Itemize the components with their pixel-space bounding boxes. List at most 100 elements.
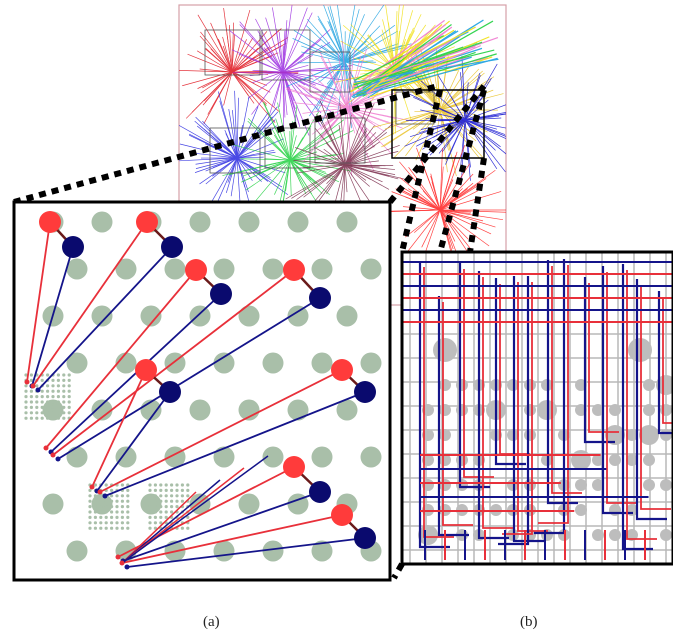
pin-dot: [46, 395, 50, 399]
pin-dot: [186, 483, 190, 487]
pin-dot: [148, 505, 152, 509]
pad: [238, 493, 260, 515]
red-wire: [121, 514, 343, 564]
pin-dot: [56, 405, 61, 409]
pin-dot: [99, 526, 103, 530]
red-terminal: [30, 383, 36, 389]
overview-cell-boxes: [204, 29, 435, 174]
fanout-wire: [381, 29, 396, 71]
via: [643, 479, 655, 491]
fanout-wire: [344, 164, 396, 175]
pad: [115, 446, 137, 468]
fan-wire: [121, 467, 245, 564]
fanout-wire: [222, 36, 233, 73]
fanout-wire: [273, 71, 284, 107]
pad: [43, 588, 64, 609]
pin-dot: [159, 494, 163, 498]
pin-dot: [126, 505, 130, 509]
streak-wire: [356, 45, 476, 85]
pin-dot: [148, 488, 152, 492]
pin-dot: [67, 405, 71, 409]
pin-dot: [46, 384, 50, 388]
pad: [287, 211, 309, 233]
blue-wire: [37, 246, 173, 391]
pad: [141, 588, 162, 609]
fanout-wire: [282, 71, 300, 125]
via: [660, 529, 672, 541]
fanout-wire: [337, 5, 346, 63]
fanout-wire: [274, 159, 291, 195]
panel-b-routes: [402, 252, 673, 564]
fanout-wire: [247, 120, 291, 161]
fanout-wire: [464, 119, 506, 140]
fanout-wire: [289, 159, 313, 195]
pin-dot: [67, 400, 71, 404]
pin-dot: [126, 488, 130, 492]
fanout-wire: [231, 55, 272, 73]
pin-dot: [67, 384, 71, 388]
pin-dot: [67, 389, 71, 393]
pad: [287, 399, 309, 421]
pin-dot: [159, 515, 163, 520]
pin-dot: [164, 505, 168, 509]
red-terminal: [115, 554, 121, 560]
connector-b-right: [467, 157, 487, 253]
pin-dot: [148, 499, 152, 503]
fanout-wire: [297, 61, 346, 64]
pin-dot: [46, 389, 50, 393]
pad: [311, 540, 333, 562]
pin-dot: [51, 384, 55, 388]
pin-dot: [40, 411, 44, 415]
fanout-wire: [236, 157, 253, 181]
pin-dot: [99, 494, 103, 498]
fanout-wire: [282, 71, 297, 123]
fanout-streaks: [350, 19, 499, 99]
pin-dot: [24, 400, 28, 404]
via: [643, 404, 655, 416]
pad: [262, 446, 284, 468]
pin-dot: [148, 494, 152, 498]
fanout-wire: [344, 40, 367, 63]
via: [609, 454, 621, 466]
red-terminal: [119, 560, 125, 566]
fanout-wire: [285, 164, 346, 200]
pin-dot: [51, 378, 55, 382]
pin-dot: [29, 416, 33, 420]
blue-pin: [62, 236, 84, 258]
fanout-wire: [383, 109, 441, 147]
fanout-wire: [344, 5, 385, 63]
pin-dot: [115, 526, 119, 530]
fanout-wire: [205, 157, 238, 185]
pad: [213, 540, 235, 562]
pad: [189, 399, 211, 421]
fanout-wire: [282, 71, 322, 114]
pin-dot: [153, 515, 157, 520]
pin-dot: [46, 416, 50, 420]
pin-dot: [67, 378, 71, 382]
blue-terminal: [35, 387, 41, 393]
fanout-wire: [439, 109, 481, 160]
fanout-wire: [263, 47, 284, 73]
pin-dot: [35, 411, 39, 415]
red-pin: [185, 259, 207, 281]
red-wire: [91, 369, 147, 488]
fanout-wire: [335, 71, 348, 109]
pin-dot: [56, 373, 61, 377]
pin-dot: [115, 515, 119, 520]
pin-dot: [110, 515, 114, 520]
pin-dot: [99, 505, 103, 509]
cell-box: [204, 29, 261, 76]
pin-dot: [170, 494, 174, 498]
fanout-wire: [252, 69, 284, 73]
pad: [189, 305, 211, 327]
pin-dot: [148, 483, 152, 487]
pin-dot: [120, 526, 124, 530]
pin-dot: [62, 411, 66, 415]
fanout-cluster: [229, 5, 353, 136]
fanout-wire: [291, 164, 346, 199]
fanout-wire: [205, 48, 233, 73]
pin-dot: [170, 510, 174, 514]
connector-top-left: [13, 83, 439, 205]
fanout-wire: [420, 49, 441, 111]
fanout-wire: [307, 69, 348, 109]
